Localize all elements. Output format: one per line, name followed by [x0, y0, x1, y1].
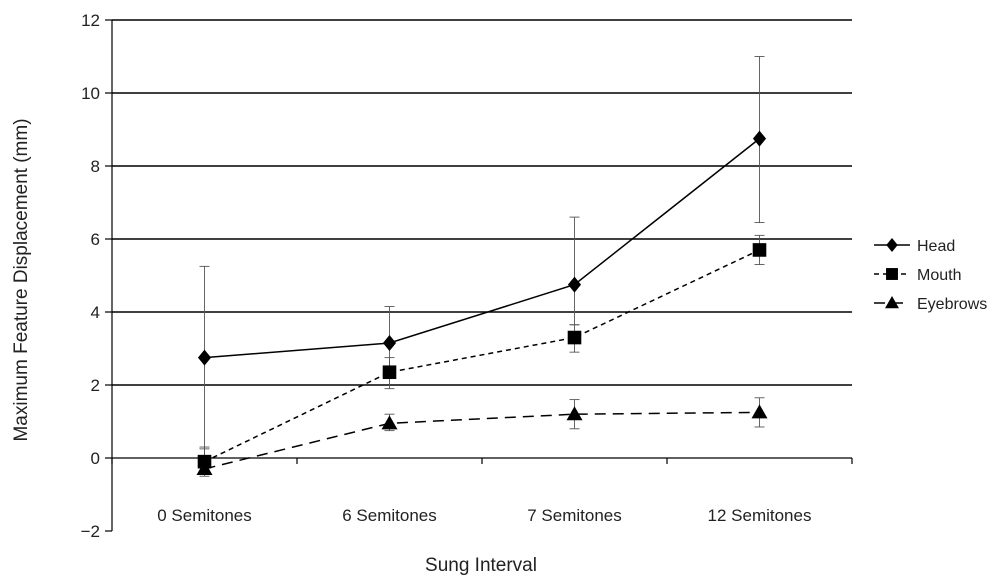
y-tick-label: −2 [81, 522, 100, 541]
eyebrows-data-point [566, 406, 583, 421]
head-series-line [204, 138, 760, 359]
head-data-point [197, 349, 212, 366]
x-category-label: 7 Semitones [527, 506, 622, 525]
gridlines [112, 19, 852, 386]
tick-labels: −2 0 2 4 6 8 10 12 0 Semitones 6 Semitones 7 Semit… [81, 11, 812, 541]
legend-eyebrows-marker [885, 296, 899, 309]
legend-head-marker [886, 238, 898, 252]
y-tick-label: 10 [81, 84, 100, 103]
y-tick-label: 6 [91, 230, 100, 249]
eyebrows-data-point [751, 404, 768, 419]
x-category-label: 12 Semitones [708, 506, 812, 525]
head-data-point [752, 130, 767, 147]
y-tick-label: 2 [91, 376, 100, 395]
y-axis-title: Maximum Feature Displacement (mm) [11, 118, 32, 441]
head-data-point [382, 335, 397, 352]
x-axis-title: Sung Interval [425, 555, 537, 576]
eyebrows-series-line [204, 411, 760, 470]
legend-mouth-label: Mouth [917, 267, 961, 284]
mouth-data-point [752, 243, 767, 257]
mouth-data-point [382, 365, 397, 380]
eyebrows-data-point [381, 415, 398, 430]
axes [105, 19, 853, 532]
series-markers [196, 130, 768, 475]
legend: Head Mouth Eyebrows [874, 238, 987, 313]
x-category-label: 6 Semitones [342, 506, 437, 525]
legend-mouth-marker [886, 268, 898, 280]
y-tick-label: 12 [81, 11, 100, 30]
y-tick-label: 0 [91, 449, 100, 468]
head-data-point [567, 276, 582, 293]
mouth-data-point [567, 330, 582, 345]
legend-eyebrows-label: Eyebrows [917, 296, 987, 313]
legend-head-label: Head [917, 238, 955, 255]
x-category-label: 0 Semitones [157, 506, 252, 525]
y-tick-label: 4 [91, 303, 100, 322]
series-lines [204, 138, 760, 470]
eyebrows-data-point [196, 460, 213, 475]
y-tick-label: 8 [91, 157, 100, 176]
mouth-series-line [204, 249, 760, 463]
error-bars [199, 56, 765, 477]
